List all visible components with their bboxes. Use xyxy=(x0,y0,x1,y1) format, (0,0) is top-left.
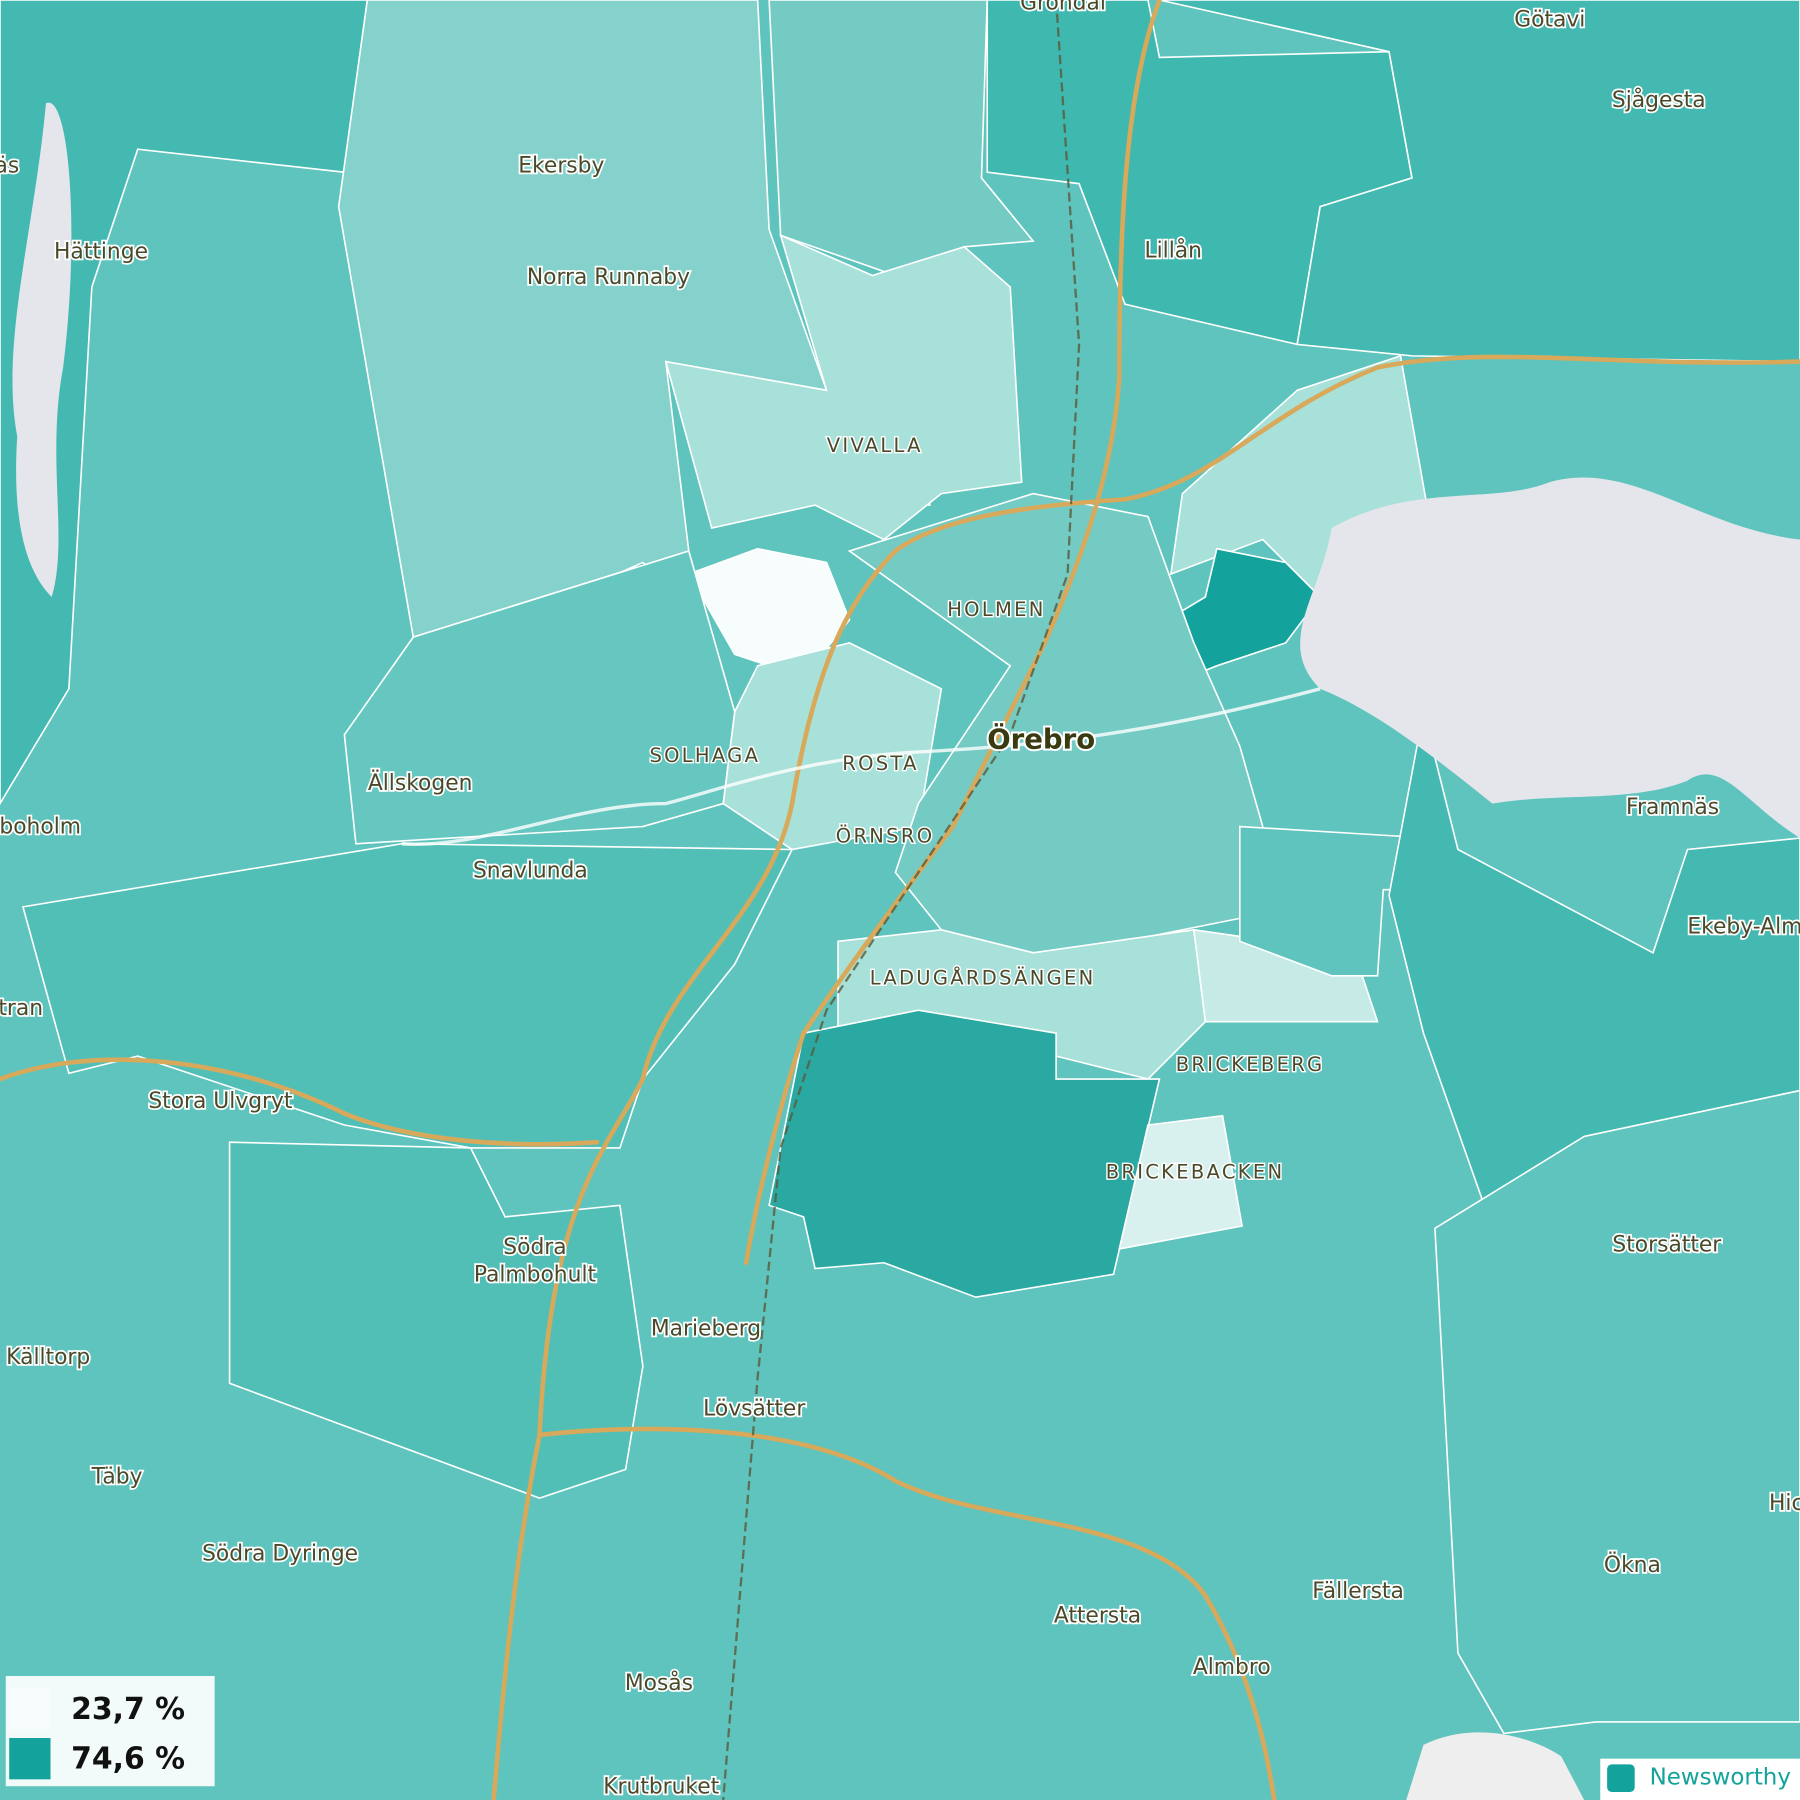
place-label: Södra xyxy=(503,1235,566,1260)
district-label: SOLHAGA xyxy=(649,744,760,767)
region xyxy=(1319,596,1800,1230)
place-label: Ällskogen xyxy=(368,770,473,796)
district-label: BRICKEBERG xyxy=(1176,1053,1325,1076)
lake xyxy=(12,102,72,597)
railway xyxy=(722,0,1081,1800)
road xyxy=(743,0,1162,1266)
brand: Newsworthy xyxy=(1600,1758,1800,1800)
district-label: BRICKEBACKEN xyxy=(1106,1161,1285,1184)
river xyxy=(401,687,1321,846)
lake xyxy=(1300,477,1800,839)
brand-label: Newsworthy xyxy=(1650,1765,1791,1791)
place-label: Täby xyxy=(91,1464,143,1489)
brand-logo xyxy=(1607,1764,1635,1792)
place-label: Krutbruket xyxy=(603,1774,719,1799)
place-label: tran xyxy=(0,996,43,1021)
place-label: äs xyxy=(0,153,19,178)
place-label: Framnäs xyxy=(1626,795,1719,820)
district-label: ÖRNSRO xyxy=(836,824,935,847)
place-label: Götavi xyxy=(1514,8,1585,33)
place-label: Sjågesta xyxy=(1612,87,1706,113)
land xyxy=(1406,1732,1585,1800)
district-label: VIVALLA xyxy=(827,434,923,457)
place-label: Ekersby xyxy=(518,153,604,178)
region xyxy=(1118,1114,1244,1250)
legend-label: 74,6 % xyxy=(71,1741,185,1776)
place-label: Hic xyxy=(1769,1491,1800,1516)
region xyxy=(768,0,1035,277)
region xyxy=(1434,1089,1800,1735)
place-label: Lillån xyxy=(1144,237,1201,263)
district-label: ROSTA xyxy=(842,752,919,775)
legend: 23,7 % 74,6 % xyxy=(5,1676,215,1787)
place-label: Södra Dyringe xyxy=(202,1541,358,1566)
place-label: Ökna xyxy=(1604,1552,1661,1578)
place-label: Gröndal xyxy=(1020,0,1106,15)
place-label: Källtorp xyxy=(6,1345,90,1370)
region xyxy=(664,233,1023,541)
place-label: Storsätter xyxy=(1612,1233,1721,1258)
place-label: Marieberg xyxy=(651,1316,761,1341)
lakes xyxy=(12,102,1800,1800)
district-label: HOLMEN xyxy=(947,598,1045,621)
region xyxy=(687,547,851,679)
road xyxy=(0,1057,600,1147)
road xyxy=(491,354,1800,1800)
place-label: boholm xyxy=(0,815,81,840)
place-label: Ekeby-Alm xyxy=(1687,915,1800,940)
city-label: Örebro xyxy=(987,721,1095,755)
region xyxy=(343,550,736,845)
road xyxy=(537,1426,1277,1800)
place-label: Attersta xyxy=(1054,1603,1141,1628)
place-label: Almbro xyxy=(1193,1655,1271,1680)
place-label: Lövsätter xyxy=(703,1397,805,1422)
place-label: Hättinge xyxy=(54,240,148,265)
region xyxy=(768,1009,1161,1299)
place-label: Stora Ulvgryt xyxy=(148,1089,293,1114)
legend-swatch xyxy=(9,1687,51,1729)
district-label: LADUGÅRDSÄNGEN xyxy=(870,967,1096,990)
place-label: Mosås xyxy=(625,1670,693,1696)
place-label: Norra Runnaby xyxy=(527,265,690,290)
place-label: Palmbohult xyxy=(474,1262,597,1287)
legend-label: 23,7 % xyxy=(71,1692,185,1727)
place-label: Snavlunda xyxy=(473,858,588,883)
place-label: Fällersta xyxy=(1312,1579,1404,1604)
region xyxy=(1159,0,1800,363)
legend-swatch xyxy=(9,1738,51,1780)
